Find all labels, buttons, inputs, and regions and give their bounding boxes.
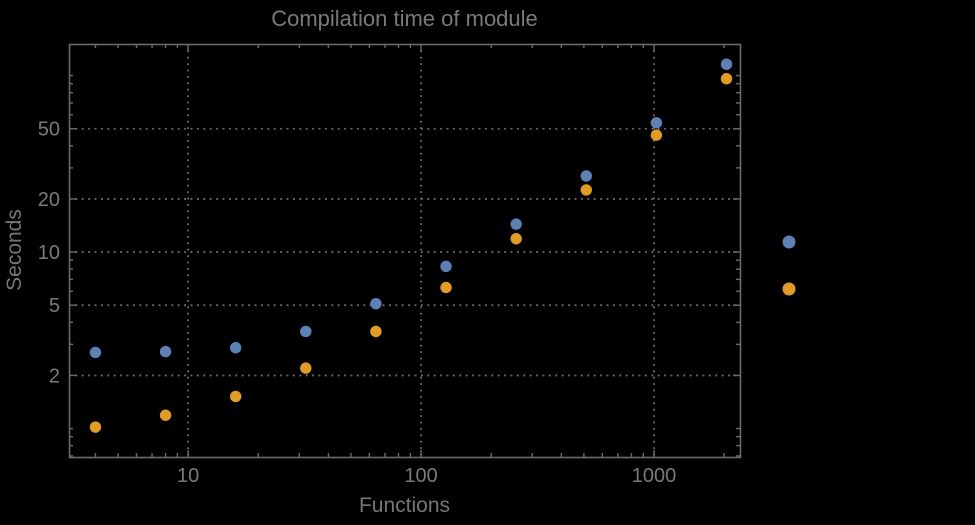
data-point-blue-dot [300, 325, 312, 338]
data-point-blue-dot [370, 297, 382, 310]
data-point-blue-dot [650, 117, 663, 129]
legend-marker-blue-dot [782, 235, 796, 249]
data-point-blue-dot [580, 170, 592, 182]
y-tick-label: 10 [38, 242, 60, 264]
data-point-blue-dot [229, 342, 242, 354]
chart-title: Compilation time of module [271, 6, 538, 31]
data-point-orange-dot [510, 233, 522, 245]
data-point-blue-dot [720, 58, 733, 70]
data-point-orange-dot [720, 73, 733, 85]
data-point-orange-dot [89, 421, 102, 433]
x-tick-label: 1000 [632, 465, 677, 487]
y-tick-label: 2 [49, 365, 60, 387]
data-point-orange-dot [650, 129, 663, 141]
x-axis-label: Functions [358, 494, 451, 517]
data-point-orange-dot [159, 409, 172, 421]
y-tick-label: 5 [49, 295, 60, 317]
data-point-blue-dot [440, 260, 452, 273]
data-point-orange-dot [580, 184, 592, 196]
data-point-blue-dot [510, 218, 522, 230]
plot-frame [68, 43, 742, 459]
y-tick-label: 50 [38, 119, 60, 141]
data-point-blue-dot [89, 346, 102, 359]
data-point-orange-dot [440, 281, 452, 294]
legend-marker-orange-dot [782, 282, 796, 296]
y-tick-label: 20 [38, 189, 60, 211]
data-point-orange-dot [370, 325, 382, 338]
data-point-orange-dot [300, 362, 312, 374]
data-point-blue-dot [159, 345, 172, 358]
data-point-orange-dot [229, 390, 242, 403]
x-tick-label: 10 [177, 465, 199, 487]
x-tick-label: 100 [404, 465, 437, 487]
